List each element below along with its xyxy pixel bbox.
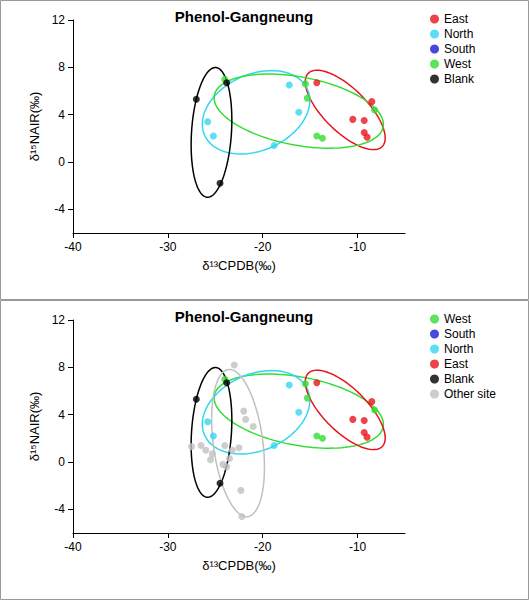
- svg-text:4: 4: [58, 408, 65, 422]
- svg-text:0: 0: [58, 455, 65, 469]
- svg-text:12: 12: [52, 313, 66, 327]
- svg-text:Phenol-Gangneung: Phenol-Gangneung: [175, 8, 313, 25]
- svg-text:-10: -10: [349, 240, 367, 254]
- svg-text:East: East: [444, 357, 469, 371]
- svg-text:-4: -4: [54, 202, 65, 216]
- svg-text:-4: -4: [54, 502, 65, 516]
- svg-text:Blank: Blank: [444, 72, 475, 86]
- svg-text:Phenol-Gangneung: Phenol-Gangneung: [175, 308, 313, 325]
- svg-text:South: South: [444, 42, 475, 56]
- svg-text:8: 8: [58, 360, 65, 374]
- svg-text:0: 0: [58, 155, 65, 169]
- svg-text:-10: -10: [349, 540, 367, 554]
- svg-text:-20: -20: [254, 540, 272, 554]
- svg-text:West: West: [444, 57, 472, 71]
- svg-text:-30: -30: [159, 540, 177, 554]
- svg-text:4: 4: [58, 108, 65, 122]
- svg-text:North: North: [444, 342, 473, 356]
- svg-text:12: 12: [52, 13, 66, 27]
- svg-text:δ¹³CPDB(‰): δ¹³CPDB(‰): [202, 558, 276, 573]
- svg-text:East: East: [444, 12, 469, 26]
- svg-text:-40: -40: [64, 540, 82, 554]
- svg-text:δ¹⁵NAIR(‰): δ¹⁵NAIR(‰): [27, 392, 42, 462]
- svg-text:-30: -30: [159, 240, 177, 254]
- svg-text:-20: -20: [254, 240, 272, 254]
- svg-text:Other site: Other site: [444, 387, 496, 401]
- svg-text:West: West: [444, 312, 472, 326]
- svg-text:North: North: [444, 27, 473, 41]
- svg-text:-40: -40: [64, 240, 82, 254]
- svg-text:δ¹³CPDB(‰): δ¹³CPDB(‰): [202, 258, 276, 273]
- svg-text:Blank: Blank: [444, 372, 475, 386]
- svg-text:South: South: [444, 327, 475, 341]
- svg-text:8: 8: [58, 60, 65, 74]
- svg-text:δ¹⁵NAIR(‰): δ¹⁵NAIR(‰): [27, 92, 42, 162]
